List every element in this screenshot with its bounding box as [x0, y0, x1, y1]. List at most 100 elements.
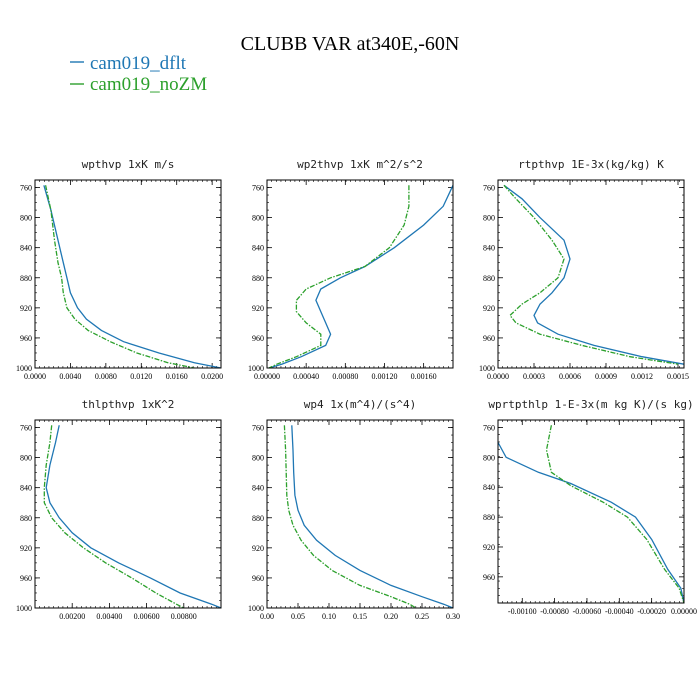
- minor-ticks: [35, 180, 221, 368]
- panel-title: rtpthvp 1E-3x(kg/kg) K: [518, 158, 664, 171]
- y-tick-label: 880: [483, 513, 495, 522]
- x-tick-label: 0.10: [322, 612, 336, 621]
- x-tick-label: 0.00120: [371, 372, 397, 381]
- x-tick-label: 0.00: [260, 612, 274, 621]
- y-tick-label: 920: [20, 544, 32, 553]
- minor-ticks: [35, 420, 221, 608]
- y-tick-label: 760: [252, 424, 264, 433]
- x-tick-label: 0.20: [384, 612, 398, 621]
- y-tick-label: 760: [483, 184, 495, 193]
- x-tick-label: 0.0000: [487, 372, 509, 381]
- plot-frame: [266, 419, 454, 609]
- panel-title: wp2thvp 1xK m^2/s^2: [297, 158, 423, 171]
- minor-ticks: [498, 180, 684, 368]
- x-tick-label: 0.0040: [59, 372, 81, 381]
- plot-frame: [34, 419, 222, 609]
- y-tick-label: 920: [252, 544, 264, 553]
- x-tick-label: 0.0003: [523, 372, 545, 381]
- series-line-2: [44, 185, 195, 368]
- panel-4: thlpthvp 1xK^2 0.00200 0.00400 0.00600 0.008…: [16, 398, 222, 621]
- legend-entry-1: cam019_dflt: [70, 53, 187, 74]
- minor-ticks: [498, 420, 684, 603]
- x-tick-label: 0.0120: [130, 372, 152, 381]
- x-tick-label: 0.00800: [171, 612, 197, 621]
- y-tick-label: 960: [483, 334, 495, 343]
- x-tick-label: 0.00200: [59, 612, 85, 621]
- plot-frame: [497, 419, 685, 604]
- minor-ticks: [267, 180, 453, 368]
- x-tick-label: -0.00080: [540, 607, 569, 616]
- series-line-1: [503, 184, 684, 365]
- y-tick-label: 840: [483, 244, 495, 253]
- y-tick-label: 880: [20, 514, 32, 523]
- y-tick-label: 1000: [248, 604, 264, 613]
- panel-title: wpthvp 1xK m/s: [82, 158, 175, 171]
- x-tick-label: 0.00400: [96, 612, 122, 621]
- y-tick-label: 800: [483, 453, 495, 462]
- y-tick-label: 840: [252, 484, 264, 493]
- y-tick-label: 840: [252, 244, 264, 253]
- x-tick-label: 0.00040: [293, 372, 319, 381]
- y-tick-label: 760: [483, 423, 495, 432]
- x-tick-label: 0.0006: [559, 372, 581, 381]
- series-line-1: [498, 442, 684, 603]
- series-line-1: [291, 425, 453, 608]
- y-tick-label: 840: [20, 244, 32, 253]
- y-tick-label: 760: [20, 424, 32, 433]
- panel-title: thlpthvp 1xK^2: [82, 398, 175, 411]
- panel-2: wp2thvp 1xK m^2/s^2 0.00000 0.00040 0.00080…: [248, 158, 454, 381]
- series-line-1: [43, 185, 221, 368]
- x-tick-label: 0.0000: [24, 372, 46, 381]
- y-tick-label: 760: [20, 184, 32, 193]
- y-tick-label: 1000: [248, 364, 264, 373]
- y-tick-label: 960: [20, 334, 32, 343]
- y-tick-label: 880: [252, 274, 264, 283]
- x-tick-label: 0.0160: [166, 372, 188, 381]
- x-tick-label: 0.05: [291, 612, 305, 621]
- y-tick-label: 1000: [16, 604, 32, 613]
- y-tick-label: 960: [252, 334, 264, 343]
- plot-frame: [497, 179, 685, 369]
- x-tick-label: 0.0015: [667, 372, 689, 381]
- y-tick-label: 920: [252, 304, 264, 313]
- x-tick-label: -0.00020: [637, 607, 666, 616]
- x-tick-label: -0.00060: [573, 607, 602, 616]
- y-tick-label: 880: [20, 274, 32, 283]
- y-tick-label: 880: [252, 514, 264, 523]
- minor-ticks: [267, 420, 453, 608]
- y-tick-label: 1000: [479, 364, 495, 373]
- panel-5: wp4 1x(m^4)/(s^4) 0.00 0.05 0.10 0.15 0.20 0.2…: [248, 398, 460, 621]
- x-tick-label: 0.0080: [95, 372, 117, 381]
- panel-grid: wpthvp 1xK m/s 0.0000 0.0040 0.0080 0.0120 0.…: [16, 158, 697, 621]
- y-tick-label: 800: [20, 454, 32, 463]
- y-tick-label: 840: [483, 483, 495, 492]
- series-line-2: [268, 185, 410, 368]
- y-tick-label: 800: [483, 214, 495, 223]
- panel-6: wprtpthlp 1-E-3x(m kg K)/(s kg)-0.00100-…: [483, 398, 697, 616]
- series-line-2: [545, 425, 684, 603]
- series-line-1: [45, 425, 221, 608]
- y-tick-label: 920: [483, 304, 495, 313]
- legend-label-2: cam019_noZM: [90, 74, 207, 95]
- panel-title: wp4 1x(m^4)/(s^4): [304, 398, 417, 411]
- y-tick-label: 920: [483, 543, 495, 552]
- y-tick-label: 920: [20, 304, 32, 313]
- plot-frame: [266, 179, 454, 369]
- x-tick-label: 0.30: [446, 612, 460, 621]
- x-tick-label: 0.25: [415, 612, 429, 621]
- figure-title: CLUBB VAR at340E,-60N: [241, 33, 460, 55]
- y-tick-label: 800: [20, 214, 32, 223]
- x-tick-label: -0.00100: [508, 607, 537, 616]
- x-tick-label: -0.00040: [605, 607, 634, 616]
- panel-1: wpthvp 1xK m/s 0.0000 0.0040 0.0080 0.0120 0.…: [16, 158, 223, 381]
- series-line-2: [43, 425, 185, 608]
- plot-frame: [34, 179, 222, 369]
- y-tick-label: 960: [483, 573, 495, 582]
- y-tick-label: 960: [20, 574, 32, 583]
- legend-label-1: cam019_dflt: [90, 53, 187, 74]
- x-tick-label: 0.0012: [631, 372, 653, 381]
- x-tick-label: 0.00600: [134, 612, 160, 621]
- series-line-1: [268, 185, 453, 368]
- panel-3: rtpthvp 1E-3x(kg/kg) K 0.0000 0.0003 0.0006…: [479, 158, 689, 381]
